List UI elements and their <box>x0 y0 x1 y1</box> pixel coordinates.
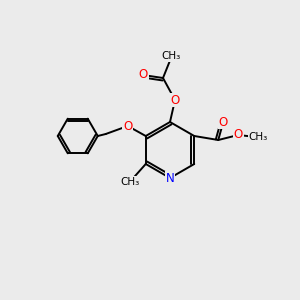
Text: O: O <box>138 68 148 82</box>
Text: CH₃: CH₃ <box>161 51 181 61</box>
Text: O: O <box>219 116 228 128</box>
Text: O: O <box>123 119 132 133</box>
Text: N: N <box>166 172 174 184</box>
Text: O: O <box>234 128 243 142</box>
Text: CH₃: CH₃ <box>120 177 140 187</box>
Text: CH₃: CH₃ <box>249 132 268 142</box>
Text: O: O <box>170 94 180 106</box>
